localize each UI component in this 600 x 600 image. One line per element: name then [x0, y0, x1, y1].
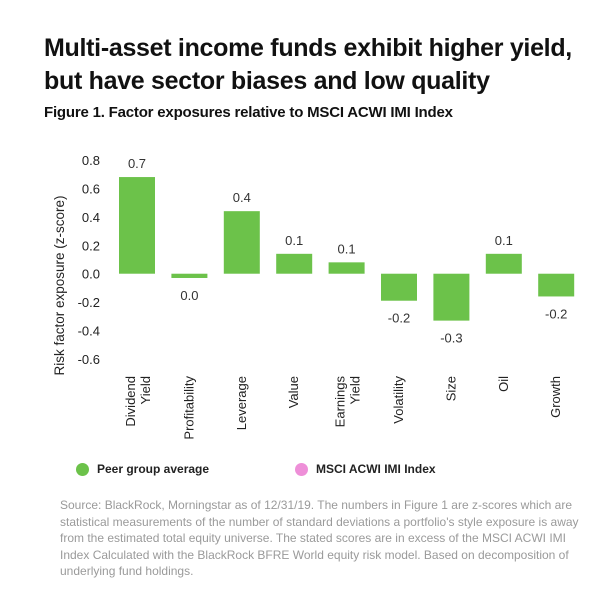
legend-swatch-msci-index: [295, 462, 308, 476]
x-tick-label-line: Yield: [138, 376, 153, 404]
bar-profitability: [171, 273, 208, 278]
legend-swatch-peer-group: [76, 462, 89, 476]
y-tick-label: -0.2: [78, 295, 100, 310]
bar-value: [276, 253, 313, 274]
bar-oil: [485, 253, 522, 274]
data-label: 0.1: [338, 241, 356, 256]
bar-earnings-yield: [328, 262, 365, 274]
chart-title: Multi-asset income funds exhibit higher …: [44, 34, 572, 95]
x-tick-label: Profitability: [181, 376, 196, 440]
x-tick-label: Value: [286, 376, 301, 408]
x-tick-label-line: Size: [443, 376, 458, 401]
x-tick-label: DividendYield: [123, 376, 153, 427]
y-tick-label: 0.4: [82, 210, 100, 225]
y-axis-title: Risk factor exposure (z-score): [52, 195, 67, 375]
x-tick-label-line: Profitability: [181, 376, 196, 440]
bar-chart: 0.8 0.6 0.4 0.2 0.0 -0.2 -0.4 -0.6 Risk factor e…: [52, 153, 575, 440]
data-label: 0.7: [128, 156, 146, 171]
bar-growth: [538, 273, 575, 297]
bar-leverage: [223, 211, 260, 274]
bar-size: [433, 273, 470, 321]
x-tick-label: Volatility: [391, 376, 406, 424]
legend-label-peer-group: Peer group average: [97, 462, 210, 476]
legend-label-msci-index: MSCI ACWI IMI Index: [316, 462, 436, 476]
source-note: Source: BlackRock, Morningstar as of 12/…: [60, 498, 579, 578]
legend-item-peer-group: Peer group average: [76, 462, 209, 476]
bar-dividend-yield: [119, 177, 155, 274]
data-label: 0.4: [233, 190, 251, 205]
bar-volatility: [381, 273, 417, 301]
data-label: 0.1: [495, 233, 513, 248]
x-tick-label: Growth: [548, 376, 563, 418]
y-tick-label: -0.4: [78, 324, 100, 339]
y-tick-label: 0.6: [82, 181, 100, 196]
x-tick-label-line: Oil: [496, 376, 511, 392]
x-tick-label-line: Yield: [348, 376, 363, 404]
x-tick-label: EarningsYield: [333, 376, 363, 428]
data-label: -0.2: [388, 311, 410, 326]
x-tick-label: Leverage: [234, 376, 249, 430]
x-tick-label: Size: [443, 376, 458, 401]
data-label: 0.1: [285, 233, 303, 248]
x-tick-label-line: Volatility: [391, 376, 406, 424]
x-tick-label-line: Value: [286, 376, 301, 408]
y-tick-label: -0.6: [78, 352, 100, 367]
y-tick-label: 0.0: [82, 267, 100, 282]
x-tick-label-line: Earnings: [333, 376, 348, 428]
data-label: -0.2: [545, 306, 567, 321]
y-tick-label: 0.2: [82, 238, 100, 253]
y-tick-label: 0.8: [82, 153, 100, 168]
x-tick-label-line: Leverage: [234, 376, 249, 430]
chart-legend: Peer group average MSCI ACWI IMI Index: [0, 462, 600, 482]
figure-caption: Figure 1. Factor exposures relative to M…: [44, 104, 453, 121]
x-tick-label-line: Growth: [548, 376, 563, 418]
legend-item-msci-index: MSCI ACWI IMI Index: [295, 462, 436, 476]
data-label: -0.3: [440, 331, 462, 346]
x-tick-label: Oil: [496, 376, 511, 392]
x-tick-label-line: Dividend: [123, 376, 138, 427]
data-label: 0.0: [180, 288, 198, 303]
